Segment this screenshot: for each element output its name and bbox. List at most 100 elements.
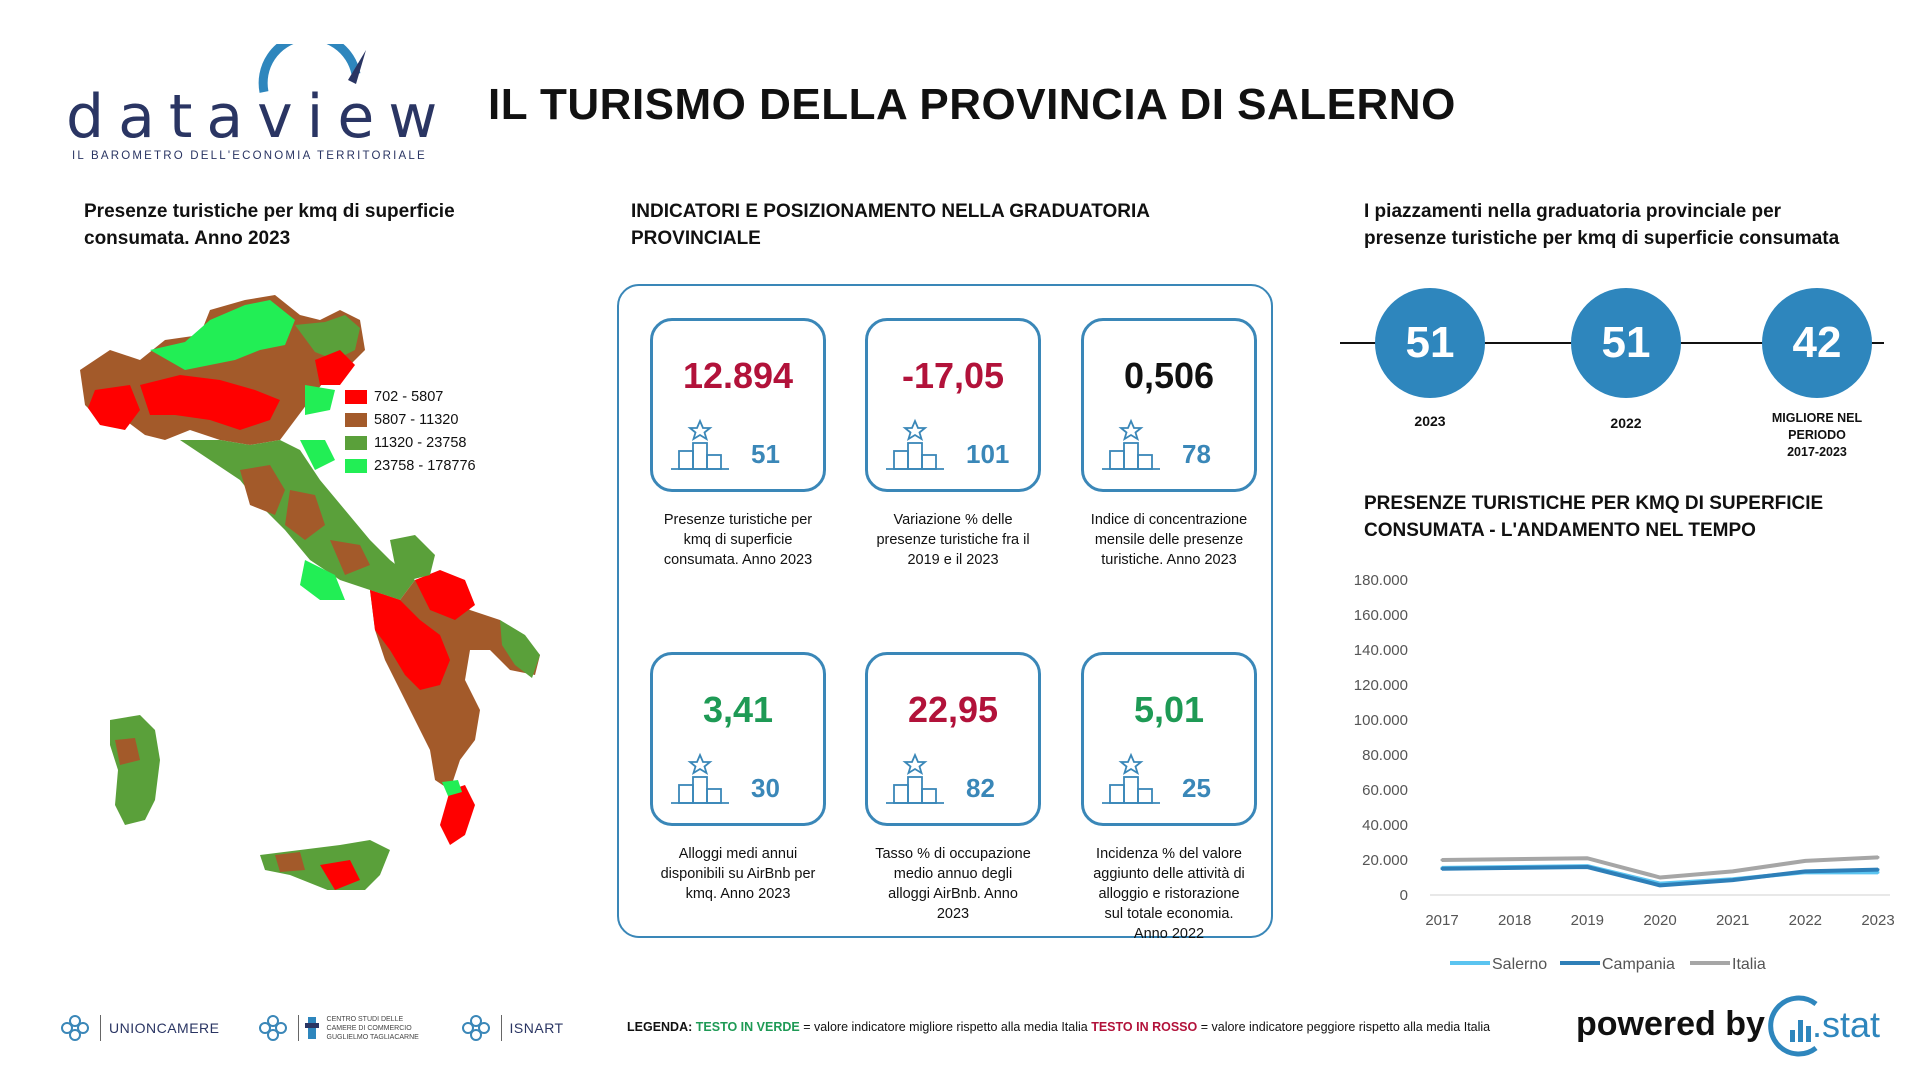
indicator-description: Incidenza % del valore aggiunto delle att… (1069, 844, 1269, 944)
indicator-description-line: alloggio e ristorazione (1098, 886, 1240, 902)
indicator-value: 22,95 (907, 689, 999, 730)
page-title: IL TURISMO DELLA PROVINCIA DI SALERNO (488, 80, 1456, 129)
x-tick-label: 2022 (1789, 912, 1822, 929)
map-region-calabria (440, 785, 475, 845)
indicator-description-line: 2019 e il 2023 (907, 552, 999, 568)
ranking-title-line2: presenze turistiche per kmq di superfici… (1364, 228, 1840, 249)
indicator-description-line: Variazione % delle (893, 512, 1013, 528)
indicator-description-line: alloggi AirBnb. Anno (888, 886, 1018, 902)
x-tick-label: 2021 (1716, 912, 1749, 929)
y-tick-label: 120.000 (1354, 677, 1408, 694)
indicator-value: 5,01 (1133, 689, 1205, 730)
map-region-lazio-a (330, 540, 370, 575)
trend-line-chart: 0 20.000 40.000 60.000 80.000 100.000 120.000 1… (1354, 572, 1895, 973)
legend-label-salerno: Salerno (1492, 956, 1547, 973)
indicator-description-line: mensile delle presenze (1094, 532, 1244, 548)
indicator-description-line: aggiunto delle attività di (1093, 866, 1245, 882)
gauge-arc-icon (258, 44, 366, 93)
data-point-campania (1440, 867, 1444, 871)
podium-star-icon (886, 418, 944, 470)
indicator-description-line: Presenze turistiche per (663, 512, 813, 528)
indicator-description-line: Incidenza % del valore (1096, 846, 1242, 862)
indicator-card: 22,95 82 (865, 652, 1041, 826)
legend-green-label: TESTO IN VERDE (695, 1020, 800, 1034)
rank-caption-line: MIGLIORE NEL (1771, 411, 1863, 425)
legend-red-label: TESTO IN ROSSO (1091, 1020, 1198, 1034)
tagliacarne-line: CAMERE DI COMMERCIO (326, 1024, 412, 1032)
indicator-card: 3,41 30 (650, 652, 826, 826)
indicator-description-line: Alloggi medi annui (678, 846, 798, 862)
indicator-card: -17,05 101 (865, 318, 1041, 492)
data-point-italia (1731, 869, 1735, 873)
data-point-campania (1803, 869, 1807, 873)
indicator-rank: 78 (1182, 439, 1211, 469)
y-tick-label: 0 (1400, 887, 1408, 904)
map-region-tuscany-a (240, 465, 285, 515)
map-region-sicily-red (320, 860, 360, 890)
indicator-value: 12.894 (682, 355, 794, 396)
rank-caption-line: 2022 (1610, 415, 1642, 431)
indicator-card: 5,01 25 (1081, 652, 1257, 826)
logo-tagline: IL BAROMETRO DELL'ECONOMIA TERRITORIALE (72, 150, 427, 162)
indicator-value: 3,41 (702, 689, 774, 730)
data-point-italia (1585, 856, 1589, 860)
data-point-italia (1803, 859, 1807, 863)
map-region-abruzzo (390, 535, 435, 580)
legend-swatch (345, 389, 367, 404)
rank-circle-2023: 51 (1375, 288, 1485, 398)
data-point-italia (1440, 858, 1444, 862)
legend-label: 702 - 5807 (374, 388, 444, 405)
data-point-campania (1585, 865, 1589, 869)
map-legend-item: 11320 - 23758 (345, 431, 476, 454)
rank-caption-2023: 2023 (1365, 412, 1495, 430)
rank-caption-line: 2017-2023 (1787, 445, 1847, 459)
map-title-line2: consumata. Anno 2023 (84, 228, 291, 249)
x-tick-label: 2018 (1498, 912, 1531, 929)
y-tick-label: 180.000 (1354, 572, 1408, 589)
map-region-romagna (300, 440, 335, 470)
map-region-lazio-b (300, 560, 345, 600)
map-region-sardinia-west (115, 738, 140, 765)
indicator-description-line: Tasso % di occupazione (875, 846, 1031, 862)
indicator-description: Tasso % di occupazione medio annuo degli a… (853, 844, 1053, 924)
indicator-description-line: Anno 2022 (1133, 926, 1205, 942)
italy-choropleth-map (80, 295, 540, 890)
map-region-tuscany-b (285, 490, 325, 540)
x-tick-label: 2023 (1861, 912, 1894, 929)
podium-star-icon (1102, 418, 1160, 470)
y-tick-label: 100.000 (1354, 712, 1408, 729)
map-region-sicily-west (275, 852, 305, 872)
indicator-description: Indice di concentrazione mensile delle pr… (1069, 510, 1269, 570)
indicator-rank: 25 (1182, 773, 1211, 803)
indicators-panel (617, 284, 1273, 938)
cstat-logo-icon (1768, 995, 1818, 1057)
podium-star-icon (671, 752, 729, 804)
isnart-flower-icon (461, 1015, 490, 1041)
indicator-description-line: turistiche. Anno 2023 (1101, 552, 1237, 568)
map-title-line1: Presenze turistiche per kmq di superfici… (84, 201, 455, 222)
indicator-description-line: presenze turistiche fra il (876, 532, 1030, 548)
tagliacarne-flower-icon (258, 1015, 287, 1041)
y-tick-label: 60.000 (1362, 782, 1408, 799)
color-legend: LEGENDA: TESTO IN VERDE = valore indicat… (627, 1020, 1490, 1034)
rank-caption-line: PERIODO (1788, 428, 1846, 442)
map-region-calabria-north (442, 780, 462, 796)
logo-wordmark: dataview (66, 82, 452, 152)
map-region-piedmont (88, 385, 140, 430)
data-point-italia (1658, 876, 1662, 879)
rank-circle-best: 42 (1762, 288, 1872, 398)
data-point-campania (1513, 866, 1517, 870)
legend-label-campania: Campania (1602, 956, 1675, 973)
indicator-card: 12.894 51 (650, 318, 826, 492)
tagliacarne-logo: CENTRO STUDI DELLE CAMERE DI COMMERCIO G… (256, 1013, 423, 1043)
podium-star-icon (1102, 752, 1160, 804)
indicator-card: 0,506 78 (1081, 318, 1257, 492)
map-region-sardinia (110, 715, 160, 825)
indicator-rank: 82 (966, 773, 995, 803)
trend-section-title: PRESENZE TURISTICHE PER KMQ DI SUPERFICI… (1364, 490, 1823, 544)
ranking-section-title: I piazzamenti nella graduatoria provinci… (1364, 198, 1839, 252)
map-legend-item: 5807 - 11320 (345, 408, 476, 431)
podium-star-icon (671, 418, 729, 470)
map-region-puglia-south (500, 620, 540, 678)
rank-caption-line: 2023 (1414, 413, 1446, 429)
